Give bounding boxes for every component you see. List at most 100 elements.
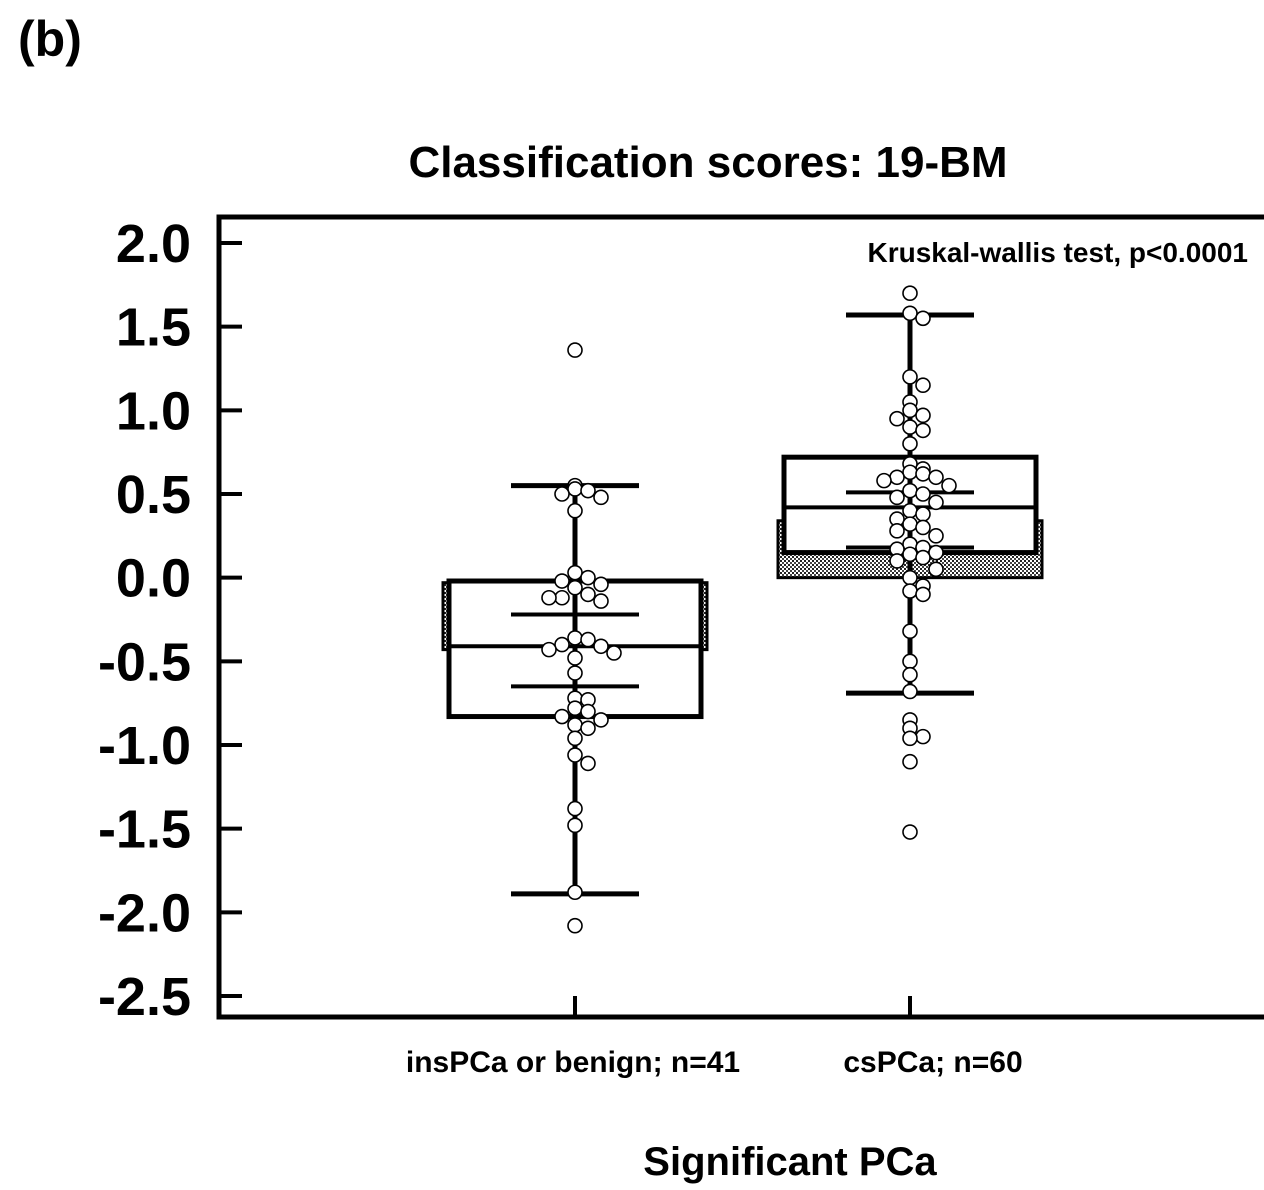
data-point (606, 645, 622, 661)
data-point (554, 589, 570, 606)
y-tick-label: -0.5 (98, 632, 191, 692)
data-point (567, 700, 583, 716)
data-point (889, 469, 905, 486)
data-point (567, 747, 583, 763)
x-tick-label: csPCa; n=60 (843, 1046, 1022, 1079)
data-point (567, 650, 583, 666)
y-tick-label: -2.5 (98, 967, 191, 1027)
data-point (928, 469, 944, 486)
data-point (902, 435, 918, 452)
data-point (915, 506, 931, 522)
y-tick-label: -1.5 (98, 800, 191, 860)
data-point (567, 884, 583, 901)
data-point (902, 653, 918, 670)
data-point (580, 703, 596, 720)
data-point (928, 528, 944, 544)
data-point (902, 730, 918, 747)
data-point (580, 631, 596, 648)
data-point (567, 800, 583, 817)
data-point (567, 817, 583, 834)
kruskal-wallis-annotation: Kruskal-wallis test, p<0.0001 (867, 237, 1248, 268)
data-point (915, 519, 931, 536)
data-point (554, 486, 570, 502)
data-point (567, 630, 583, 646)
data-point (567, 665, 583, 681)
data-point (902, 516, 918, 532)
data-point (915, 466, 931, 482)
y-tick-label: 2.0 (116, 214, 191, 274)
data-point (915, 422, 931, 439)
data-point (889, 489, 905, 506)
data-point (902, 464, 918, 481)
data-point (902, 683, 918, 700)
y-tick-label: 1.0 (116, 381, 191, 441)
data-point (889, 523, 905, 539)
data-point (902, 285, 918, 302)
data-point (889, 410, 905, 427)
x-tick-label: insPCa or benign; n=41 (406, 1046, 740, 1079)
data-point (567, 342, 583, 358)
data-point (915, 310, 931, 327)
y-tick-label: 1.5 (116, 298, 191, 358)
y-tick-label: 0.5 (116, 465, 191, 525)
data-point (915, 377, 931, 394)
data-point (554, 636, 570, 653)
data-point (541, 641, 557, 658)
data-point (580, 482, 596, 499)
data-point (580, 569, 596, 586)
group-cspca (776, 285, 1044, 840)
data-point (541, 589, 557, 606)
data-point (876, 472, 892, 489)
data-point (915, 407, 931, 424)
box-groups (441, 285, 1044, 934)
data-point (902, 824, 918, 840)
data-point (554, 573, 570, 589)
x-axis: insPCa or benign; n=41 csPCa; n=60 (406, 996, 1023, 1079)
data-point (593, 712, 609, 728)
data-point (902, 305, 918, 322)
data-point (567, 579, 583, 596)
data-point (593, 593, 609, 609)
y-tick-label: 0.0 (116, 549, 191, 609)
data-point (554, 708, 570, 725)
y-tick-label: -2.0 (98, 883, 191, 943)
x-axis-title: Significant PCa (643, 1140, 937, 1184)
data-point (902, 482, 918, 499)
data-point (902, 502, 918, 519)
data-point (915, 486, 931, 502)
plot-frame (216, 214, 1264, 1020)
data-point (889, 553, 905, 569)
data-point (567, 730, 583, 747)
data-point (902, 583, 918, 599)
data-point (902, 419, 918, 435)
data-point (593, 638, 609, 655)
data-point (915, 586, 931, 603)
data-point (928, 544, 944, 561)
data-point (580, 720, 596, 737)
data-point (902, 369, 918, 385)
data-point (567, 917, 583, 934)
data-point (915, 549, 931, 566)
group-inspca-or-benign (441, 342, 709, 934)
data-point (915, 728, 931, 745)
data-point (567, 717, 583, 733)
data-point (902, 402, 918, 419)
data-point (928, 494, 944, 511)
data-point (902, 753, 918, 770)
data-point (580, 586, 596, 603)
data-point (902, 546, 918, 563)
data-point (567, 564, 583, 581)
data-point (567, 481, 583, 497)
chart-title: Classification scores: 19-BM (408, 138, 1008, 187)
data-point (593, 576, 609, 593)
data-point (928, 561, 944, 578)
y-axis: 2.0 1.5 1.0 0.5 0.0 -0.5 -1.0 -1.5 -2.0 -2.5 (98, 214, 242, 1027)
data-point (902, 666, 918, 683)
data-point (593, 489, 609, 506)
y-tick-label: -1.0 (98, 716, 191, 776)
data-point (902, 623, 918, 640)
data-point (580, 755, 596, 772)
panel-label: (b) (18, 11, 82, 67)
data-point (941, 477, 957, 494)
